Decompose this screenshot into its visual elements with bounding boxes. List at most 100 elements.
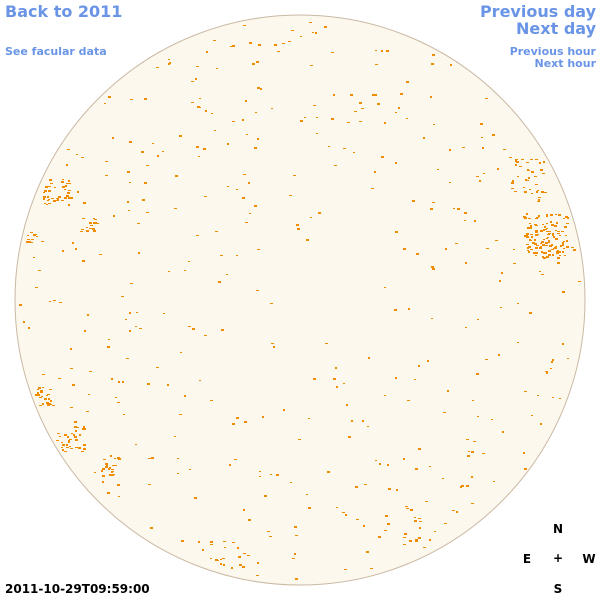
facula xyxy=(26,241,29,243)
back-link[interactable]: Back to 2011 xyxy=(5,2,123,21)
facula xyxy=(58,196,61,198)
facula xyxy=(460,486,462,488)
facula xyxy=(309,22,312,23)
facula xyxy=(96,223,99,224)
facula xyxy=(198,107,201,108)
facula xyxy=(77,191,79,193)
facula xyxy=(53,200,56,202)
facula xyxy=(64,197,67,199)
facula xyxy=(566,240,568,242)
facula xyxy=(547,237,549,238)
facula xyxy=(179,135,182,137)
facula xyxy=(381,156,384,158)
facula xyxy=(44,190,47,192)
facula xyxy=(53,300,56,301)
facula xyxy=(199,380,201,381)
facula xyxy=(220,255,223,256)
facula xyxy=(530,249,533,250)
facula xyxy=(405,506,408,507)
facula xyxy=(256,575,259,576)
facula xyxy=(415,539,418,540)
facula xyxy=(304,117,306,118)
next-hour-link[interactable]: Next hour xyxy=(534,57,597,70)
facula xyxy=(42,387,44,388)
next-day-link[interactable]: Next day xyxy=(516,19,596,38)
previous-day-link[interactable]: Previous day xyxy=(479,2,596,21)
facula xyxy=(371,188,374,189)
facula xyxy=(544,229,547,230)
facula xyxy=(210,541,213,543)
facula xyxy=(545,252,547,254)
facula xyxy=(206,51,208,53)
facula xyxy=(544,192,547,193)
facula xyxy=(540,248,542,249)
facula xyxy=(291,30,294,31)
compass-south: S xyxy=(553,582,563,596)
facula xyxy=(188,326,191,327)
facula xyxy=(50,183,53,184)
facula xyxy=(46,204,48,205)
facula xyxy=(146,165,149,166)
previous-hour-link[interactable]: Previous hour xyxy=(509,45,596,58)
facula xyxy=(443,412,446,413)
facula xyxy=(75,430,77,432)
facula xyxy=(480,123,483,125)
facula xyxy=(111,378,113,380)
facula xyxy=(375,64,378,65)
facula xyxy=(498,354,500,356)
facula xyxy=(255,112,257,113)
facula xyxy=(557,233,560,234)
facula xyxy=(526,233,529,235)
facula xyxy=(177,473,179,474)
facula xyxy=(557,257,560,259)
facula xyxy=(64,189,66,190)
facula xyxy=(515,160,517,162)
facula xyxy=(37,392,39,394)
facula xyxy=(227,143,229,145)
facula xyxy=(36,236,38,237)
facula xyxy=(118,458,121,460)
facula xyxy=(554,247,557,249)
facula xyxy=(359,121,362,122)
facula xyxy=(406,118,408,119)
facula xyxy=(531,415,533,416)
facula xyxy=(227,186,229,187)
facula xyxy=(528,251,530,253)
facula xyxy=(35,394,38,396)
facula xyxy=(550,368,552,369)
facular-link[interactable]: See facular data xyxy=(5,45,107,58)
facula xyxy=(351,420,353,422)
facula xyxy=(81,451,84,452)
facula xyxy=(471,451,474,453)
facula xyxy=(578,281,581,282)
facula xyxy=(94,222,97,223)
facula xyxy=(324,26,327,28)
facula xyxy=(66,444,68,446)
facula xyxy=(42,403,44,405)
facula xyxy=(86,411,89,412)
facula xyxy=(237,547,239,549)
facula xyxy=(414,520,417,522)
facula xyxy=(464,220,466,221)
facula xyxy=(512,180,514,182)
facula xyxy=(38,270,41,271)
facula xyxy=(47,196,49,198)
facula xyxy=(109,474,111,476)
facula xyxy=(259,471,261,472)
facula xyxy=(87,314,89,316)
facula xyxy=(269,536,272,537)
facula xyxy=(539,271,541,272)
facula xyxy=(335,367,337,369)
facula xyxy=(565,216,568,218)
facula xyxy=(564,255,566,256)
facula xyxy=(573,249,576,251)
facula xyxy=(113,215,115,217)
facula xyxy=(527,169,529,171)
facula xyxy=(115,397,117,398)
facula xyxy=(49,403,51,405)
facula xyxy=(49,179,52,181)
facula xyxy=(543,161,545,163)
facula xyxy=(388,488,391,490)
facula xyxy=(348,436,351,438)
facula xyxy=(552,235,554,236)
